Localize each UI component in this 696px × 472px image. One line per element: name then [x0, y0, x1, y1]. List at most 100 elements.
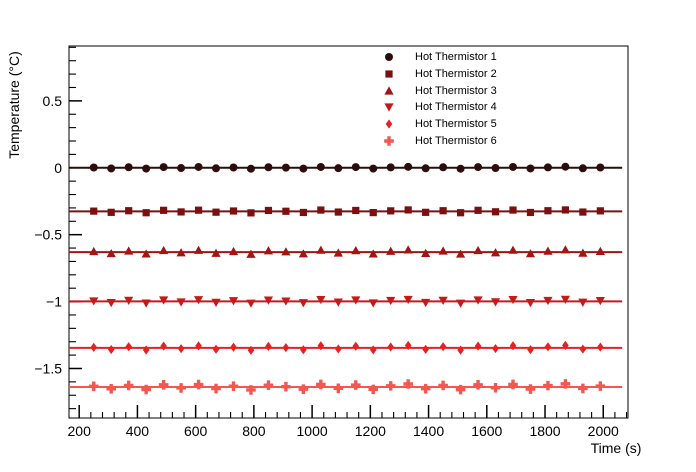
x-tick-label: 1400 [413, 423, 444, 439]
series-1-marker [246, 164, 255, 173]
series-5-marker [579, 344, 587, 354]
legend-entry-5: Hot Thermistor 5 [372, 116, 497, 133]
series-1-marker [491, 164, 500, 173]
plot-frame [68, 45, 629, 419]
series-3-marker [89, 246, 99, 256]
series-5-marker [562, 340, 569, 350]
series-6-marker [123, 380, 134, 391]
series-2-marker [422, 208, 430, 216]
series-5-marker [597, 342, 604, 352]
legend-entry-4: Hot Thermistor 4 [372, 99, 497, 116]
series-4-marker [263, 296, 274, 305]
y-tick-label: −1 [46, 294, 62, 310]
series-6-marker [368, 384, 379, 395]
series-2-marker [90, 207, 98, 215]
y-tick-label: 0 [54, 160, 62, 176]
series-6-marker [211, 383, 221, 394]
series-3-marker [228, 246, 239, 256]
series-1-marker [212, 164, 221, 173]
series-3-marker [298, 249, 308, 258]
series-2-marker [387, 207, 395, 215]
series-5-marker [107, 344, 115, 355]
series-2-marker [352, 206, 360, 215]
series-6-marker [473, 380, 483, 390]
x-axis-title: Time (s) [590, 440, 642, 456]
series-1-marker [404, 162, 413, 171]
series-5-marker [509, 341, 517, 351]
legend-label: Hot Thermistor 3 [415, 84, 497, 97]
series-5-marker [142, 345, 150, 355]
series-3-marker [333, 248, 343, 257]
series-5-marker [369, 345, 377, 355]
x-tick-label: 800 [242, 423, 266, 439]
series-6-marker [543, 380, 553, 391]
series-2-marker [526, 208, 535, 217]
series-2-marker [317, 206, 325, 214]
series-3-marker [246, 249, 256, 258]
series-2-marker [334, 208, 342, 216]
series-1-marker [194, 162, 203, 171]
series-1-marker [508, 162, 517, 171]
series-6-marker [438, 380, 448, 391]
series-6-marker [228, 381, 239, 391]
series-3-marker [351, 246, 361, 255]
x-tick-label: 600 [184, 423, 208, 439]
series-5-marker [212, 344, 220, 354]
series-6-marker [403, 379, 413, 389]
series-3-marker [193, 245, 204, 254]
series-3-marker [141, 249, 151, 258]
series-1-marker [439, 163, 448, 172]
series-4-marker [333, 298, 343, 307]
series-3-marker [560, 245, 571, 254]
legend-square-glyph [385, 70, 393, 78]
series-4-marker [281, 297, 291, 306]
series-5-marker [230, 342, 237, 352]
series-4-marker [578, 298, 588, 307]
series-5-marker [90, 342, 98, 352]
series-6-marker [333, 383, 344, 394]
series-5-marker [125, 342, 132, 352]
series-1-marker [229, 163, 238, 172]
series-4-marker [176, 298, 186, 307]
series-6-marker [350, 380, 361, 390]
legend-triangle-up-glyph [384, 86, 394, 95]
series-5-marker [335, 344, 342, 354]
x-tick-label: 400 [126, 423, 150, 439]
series-2-marker [212, 208, 220, 216]
series-5-marker [195, 341, 202, 351]
series-6-marker [193, 379, 204, 390]
legend-entry-3: Hot Thermistor 3 [372, 82, 497, 99]
series-2-marker [107, 208, 115, 216]
series-5-marker [300, 345, 307, 355]
series-3-marker [386, 246, 396, 255]
series-6-marker [141, 384, 151, 395]
series-3-marker [211, 248, 221, 257]
series-4-marker [560, 295, 571, 304]
legend-label: Hot Thermistor 6 [415, 134, 497, 147]
series-4-marker [543, 296, 553, 306]
series-2-marker [509, 206, 517, 214]
series-3-marker [508, 245, 518, 254]
legend-label: Hot Thermistor 2 [415, 68, 497, 81]
series-4-marker [159, 296, 169, 305]
series-1-marker [561, 162, 570, 171]
series-3-marker [159, 245, 169, 255]
series-6-marker [420, 383, 431, 394]
series-6-marker [508, 379, 518, 390]
series-4-marker [316, 295, 326, 305]
legend-entry-1: Hot Thermistor 1 [372, 49, 497, 66]
series-5-marker [422, 344, 429, 354]
series-1-marker [316, 162, 325, 171]
y-axis-title: Temperature (°C) [6, 51, 22, 159]
series-6-marker [385, 381, 396, 391]
series-2-marker [456, 209, 465, 217]
series-4-marker [298, 299, 308, 308]
series-2-marker [299, 208, 307, 217]
series-6-marker [263, 380, 274, 391]
series-4-marker [508, 295, 518, 305]
series-2-marker [194, 206, 203, 214]
legend-entry-2: Hot Thermistor 2 [372, 66, 497, 83]
series-6-marker [246, 385, 256, 395]
series-3-marker [525, 249, 536, 258]
series-2-marker [160, 206, 168, 214]
